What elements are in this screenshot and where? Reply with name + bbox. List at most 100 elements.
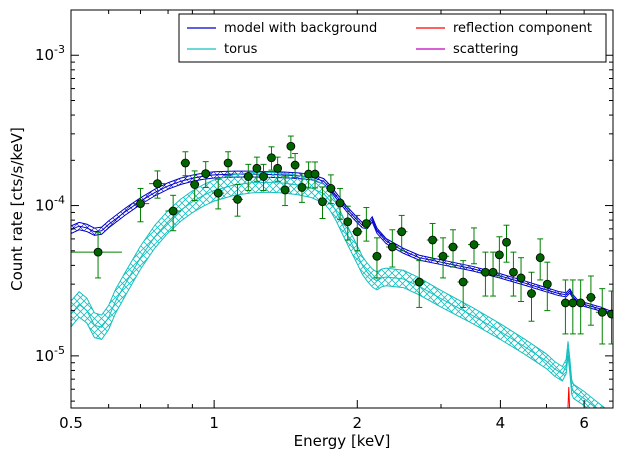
data-point: [361, 207, 371, 242]
data-marker: [136, 199, 145, 209]
legend: model with background reflection compone…: [178, 13, 607, 63]
data-marker: [280, 185, 290, 195]
data-point: [372, 237, 382, 279]
data-point: [310, 161, 320, 189]
data-point: [252, 156, 262, 182]
data-point: [595, 288, 609, 345]
data-point: [426, 222, 439, 260]
y-tick-exponent: -3: [54, 43, 65, 56]
data-marker: [310, 169, 320, 179]
data-marker: [494, 250, 504, 260]
data-point: [457, 260, 469, 308]
legend-box: [178, 13, 607, 63]
torus-lower-line: [71, 191, 588, 408]
data-marker: [576, 298, 586, 308]
data-marker: [542, 279, 552, 289]
data-point: [266, 146, 276, 171]
data-marker: [568, 298, 578, 308]
torus-line: [71, 181, 597, 408]
ticks-layer: 0.5 1 2 4 610-510-410-3: [35, 9, 613, 432]
data-point: [286, 135, 296, 159]
data-point: [212, 178, 225, 210]
data-point: [352, 214, 363, 252]
data-point: [290, 152, 300, 178]
data-point: [413, 260, 426, 308]
data-marker: [180, 158, 190, 168]
data-point: [607, 290, 613, 345]
data-point: [585, 275, 596, 326]
data-point: [527, 271, 536, 322]
data-points-layer: [71, 135, 613, 345]
data-marker: [428, 235, 437, 245]
model-with-background-lower-line: [71, 176, 613, 317]
data-point: [131, 187, 150, 223]
data-point: [396, 214, 408, 252]
data-marker: [153, 179, 162, 188]
x-tick-label: 1: [209, 414, 219, 432]
data-marker: [286, 141, 296, 151]
x-tick-label: 0.5: [59, 414, 83, 432]
data-marker: [335, 198, 345, 208]
data-marker: [414, 277, 424, 287]
data-marker: [233, 194, 242, 204]
data-point: [318, 186, 327, 220]
data-point: [561, 279, 570, 335]
model-with-background-upper-line: [71, 170, 613, 313]
data-marker: [469, 240, 479, 249]
data-marker: [481, 267, 490, 277]
data-marker: [223, 158, 233, 168]
data-marker: [509, 267, 518, 277]
data-point: [259, 163, 268, 191]
plot-frame: [70, 9, 614, 409]
reflection-component-line: [567, 387, 571, 408]
y-tick-exponent: -5: [54, 344, 65, 357]
data-point: [535, 238, 545, 281]
data-point: [199, 161, 213, 188]
data-point: [516, 257, 526, 303]
data-marker: [488, 267, 498, 277]
data-marker: [267, 153, 276, 163]
data-marker: [527, 289, 536, 298]
data-marker: [561, 298, 570, 308]
legend-label-torus: torus: [224, 42, 258, 57]
data-marker: [243, 172, 253, 181]
data-marker: [387, 242, 397, 252]
data-marker: [259, 172, 268, 181]
model-with-background-line: [71, 173, 613, 315]
data-point: [242, 163, 254, 191]
data-marker: [458, 277, 468, 287]
data-point: [190, 170, 200, 202]
data-marker: [326, 184, 336, 193]
data-marker: [297, 183, 307, 192]
data-marker: [290, 160, 300, 170]
data-point: [149, 170, 166, 199]
x-tick-label: 4: [496, 414, 506, 432]
data-point: [494, 236, 504, 277]
data-point: [568, 279, 578, 335]
data-point: [437, 237, 450, 279]
data-marker: [252, 163, 262, 173]
y-tick-label: 10-3: [35, 43, 65, 64]
y-tick-base: 10: [35, 347, 54, 365]
data-point: [343, 205, 353, 241]
data-point: [231, 184, 243, 217]
legend-label-scattering: scattering: [453, 42, 519, 57]
data-point: [386, 229, 399, 268]
data-marker: [190, 180, 200, 189]
data-point: [223, 151, 233, 177]
data-point: [479, 251, 491, 297]
data-point: [326, 174, 336, 205]
x-axis-label: Energy [keV]: [294, 432, 391, 450]
data-marker: [502, 237, 511, 247]
data-point: [71, 232, 122, 279]
data-point: [335, 187, 345, 220]
data-marker: [318, 197, 327, 207]
data-marker: [516, 273, 526, 283]
data-marker: [607, 309, 613, 319]
data-point: [502, 224, 511, 263]
data-marker: [361, 219, 371, 228]
y-tick-label: 10-5: [35, 344, 65, 365]
data-marker: [438, 251, 448, 261]
x-tick-label: 2: [352, 414, 362, 432]
data-point: [447, 229, 459, 268]
